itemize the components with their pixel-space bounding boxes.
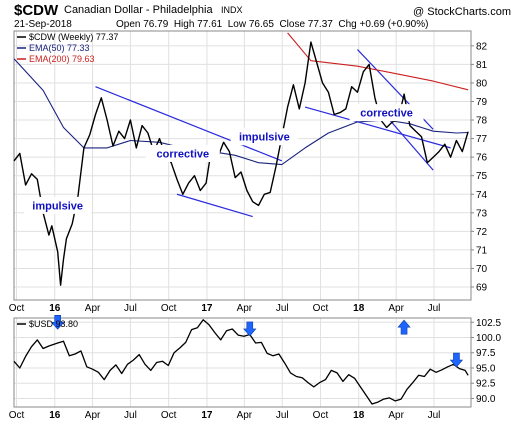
main-y-tick-label: 78	[476, 116, 488, 127]
lower-x-tick-label: 18	[353, 410, 365, 421]
lower-x-tick-label: Apr	[388, 410, 404, 421]
lower-x-tick-label: 16	[49, 410, 61, 421]
lower-legend: $USD 93.80	[17, 319, 78, 329]
annotation-label: impulsive	[32, 200, 83, 212]
price-panel: 69 70 71 72 73 74 75 76 77 78 79 80 81 82 Oct 16 Apr Jul O…	[9, 30, 488, 314]
lower-y-tick-label: 95.0	[476, 363, 496, 374]
main-x-tick-label: Oct	[161, 303, 177, 314]
lower-x-tick-label: Apr	[237, 410, 253, 421]
main-plot-frame	[13, 30, 472, 301]
watermark: @ StockCharts.com	[413, 6, 511, 18]
trendline	[95, 86, 283, 162]
main-y-tick-label: 80	[476, 78, 488, 89]
arrow-down-icon	[51, 314, 65, 330]
legend-entry: $CDW (Weekly) 77.37	[29, 32, 118, 42]
ema200-series-line	[287, 32, 469, 91]
main-x-tick-label: Apr	[85, 303, 101, 314]
main-y-tick-label: 69	[476, 283, 488, 294]
chart-symbol: $CDW	[14, 2, 59, 19]
main-x-tick-label: 18	[353, 303, 365, 314]
trendline	[304, 106, 451, 149]
annotation-corrective: corrective	[349, 104, 424, 122]
main-x-tick-label: Apr	[237, 303, 253, 314]
main-x-tick-label: Apr	[388, 303, 404, 314]
annotation-box	[230, 128, 299, 146]
lower-y-tick-label: 90.0	[476, 394, 496, 405]
chart-date: 21-Sep-2018	[14, 19, 72, 30]
main-x-tick-label: Oct	[313, 303, 329, 314]
annotation-impulsive: impulsive	[230, 128, 299, 146]
arrow-down-icon	[449, 352, 464, 368]
lower-x-tick-label: Apr	[85, 410, 101, 421]
main-y-tick-label: 72	[476, 227, 488, 238]
lower-gridlines	[14, 318, 471, 407]
price-series-line	[13, 41, 469, 286]
lower-x-tick-label: Jul	[428, 410, 441, 421]
lower-plot-frame	[13, 317, 472, 408]
chart-quote-summary: Open 76.79 High 77.61 Low 76.65 Close 77…	[116, 19, 428, 30]
trendline	[176, 193, 253, 218]
lower-x-tick-label: Oct	[161, 410, 177, 421]
lower-x-tick-label: Oct	[9, 410, 25, 421]
main-y-tick-label: 70	[476, 264, 488, 275]
main-gridlines	[14, 31, 471, 300]
lower-x-tick-label: Jul	[124, 410, 137, 421]
annotation-box	[349, 104, 424, 122]
main-y-tick-label: 81	[476, 60, 488, 71]
chart-exchange: INDX	[221, 5, 243, 15]
lower-x-tick-label: Oct	[313, 410, 329, 421]
main-x-tick-label: Jul	[428, 303, 441, 314]
main-y-tick-label: 79	[476, 97, 488, 108]
annotation-box	[145, 144, 220, 162]
lower-y-tick-label: 92.5	[476, 379, 496, 390]
trendline	[386, 115, 434, 171]
main-y-tick-label: 73	[476, 208, 488, 219]
main-y-tick-label: 82	[476, 41, 488, 52]
lower-y-tick-label: 100.0	[476, 333, 501, 344]
annotation-box	[23, 196, 92, 214]
main-y-tick-label: 76	[476, 153, 488, 164]
annotation-label: impulsive	[239, 132, 290, 144]
usd-panel: 90.0 92.5 95.0 97.5 100.0 102.5 Oct 16 Apr Jul Oct…	[9, 314, 501, 421]
arrow-up-icon	[397, 319, 411, 335]
main-x-tick-label: Jul	[124, 303, 137, 314]
legend-entry: $USD 93.80	[29, 319, 78, 329]
main-y-tick-label: 71	[476, 245, 488, 256]
annotation-corrective: corrective	[145, 144, 220, 162]
lower-x-tick-label: 17	[201, 410, 213, 421]
main-y-tick-label: 74	[476, 190, 488, 201]
main-x-tick-label: 16	[49, 303, 61, 314]
chart-instrument-name: Canadian Dollar - Philadelphia	[64, 4, 213, 16]
annotation-label: corrective	[360, 108, 413, 120]
main-x-tick-label: Oct	[9, 303, 25, 314]
legend-entry: EMA(200) 79.63	[29, 54, 95, 64]
lower-x-tick-label: Jul	[276, 410, 289, 421]
lower-y-tick-label: 97.5	[476, 348, 496, 359]
lower-y-tick-label: 102.5	[476, 318, 501, 329]
ema50-series-line	[13, 58, 469, 166]
main-x-tick-label: Jul	[276, 303, 289, 314]
legend-entry: EMA(50) 77.33	[29, 43, 90, 53]
annotation-impulsive: impulsive	[23, 196, 92, 214]
usd-series-line	[13, 319, 469, 405]
main-x-tick-label: 17	[201, 303, 213, 314]
main-y-tick-label: 77	[476, 134, 488, 145]
main-y-tick-label: 75	[476, 171, 488, 182]
arrow-down-icon	[243, 321, 257, 337]
annotation-label: corrective	[157, 148, 210, 160]
